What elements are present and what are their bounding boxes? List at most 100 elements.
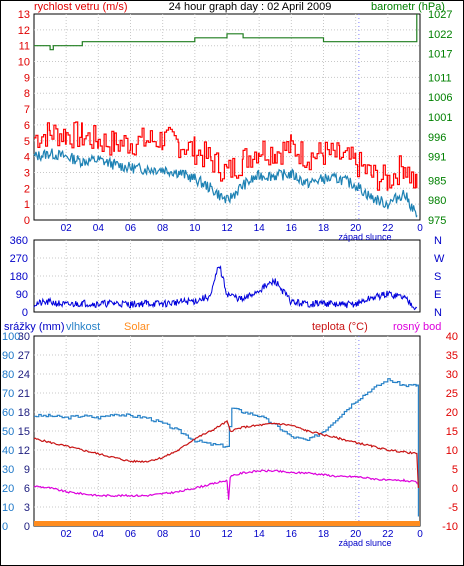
baro-tick-label: 1011: [428, 72, 452, 84]
baro-axis-title: barometr (hPa): [371, 1, 445, 13]
wind-tick-label: 0: [24, 215, 30, 227]
legend-solar: Solar: [124, 321, 150, 333]
baro-tick-label: 1022: [428, 29, 452, 41]
temperature-tick-label: 0: [452, 483, 458, 495]
x-tick-label: 12: [221, 223, 233, 234]
humidity-tick-label: 80: [2, 369, 14, 381]
baro-tick-label: 1027: [428, 9, 452, 21]
humidity-tick-label: 20: [2, 483, 14, 495]
wind-tick-label: 7: [24, 104, 30, 116]
temperature-line: [33, 419, 419, 489]
sunset-label: západ slunce: [338, 232, 391, 242]
legend-temperature: teplota (°C): [312, 321, 368, 333]
baro-tick-label: 996: [428, 132, 446, 144]
x-tick-label: 06: [125, 529, 137, 540]
legend-rain: srážky (mm): [4, 321, 65, 333]
direction-tick-label: 360: [10, 235, 28, 247]
humidity-tick-label: 90: [2, 350, 14, 362]
compass-tick-label: N: [434, 307, 442, 319]
x-tick-label: 08: [157, 223, 169, 234]
x-tick-label: 10: [189, 529, 201, 540]
compass-tick-label: S: [434, 271, 441, 283]
x-tick-label: 14: [254, 223, 266, 234]
wind-gust-line: [34, 121, 418, 191]
humidity-tick-label: 70: [2, 388, 14, 400]
legend-dewpoint: rosný bod: [393, 321, 441, 333]
wind-tick-label: 1: [24, 199, 30, 211]
wind-tick-label: 5: [24, 136, 30, 148]
chart-title: 24 hour graph day : 02 April 2009: [169, 1, 332, 13]
wind-tick-label: 4: [24, 152, 30, 164]
temperature-tick-label: 40: [446, 331, 458, 343]
wind-tick-label: 11: [19, 41, 30, 53]
temperature-tick-label: 20: [446, 407, 458, 419]
x-tick-label: 16: [286, 529, 298, 540]
baro-tick-label: 980: [428, 195, 446, 207]
wind-direction-line: [33, 264, 418, 311]
x-tick-label: 10: [189, 223, 201, 234]
compass-tick-label: W: [434, 253, 445, 265]
temperature-tick-label: 25: [446, 388, 458, 400]
rain-tick-label: 24: [18, 369, 30, 381]
humidity-tick-label: 50: [2, 426, 14, 438]
x-tick-label: 20: [350, 529, 362, 540]
x-tick-label: 20: [350, 223, 362, 234]
direction-tick-label: 90: [16, 289, 28, 301]
rain-tick-label: 15: [18, 426, 30, 438]
x-tick-label: 04: [93, 529, 105, 540]
temperature-tick-label: 35: [446, 350, 458, 362]
wind-tick-label: 3: [24, 167, 30, 179]
x-tick-label: 18: [318, 223, 330, 234]
solar-bar: [34, 521, 420, 526]
x-tick-label: 14: [254, 529, 266, 540]
direction-tick-label: 270: [10, 253, 28, 265]
x-tick-label: 12: [221, 529, 233, 540]
series-layer: [33, 14, 420, 526]
temperature-tick-label: 5: [452, 464, 458, 476]
humidity-tick-label: 0: [2, 521, 8, 533]
wind-speed-line: [33, 148, 418, 218]
baro-tick-label: 975: [428, 215, 446, 227]
x-tick-label: 02: [61, 529, 73, 540]
baro-tick-label: 1006: [428, 92, 452, 104]
x-tick-label: 16: [286, 223, 298, 234]
rain-tick-label: 12: [18, 445, 30, 457]
x-tick-label: 02: [61, 223, 73, 234]
wind-tick-label: 6: [24, 120, 30, 132]
humidity-line: [34, 378, 419, 517]
wind-tick-label: 12: [18, 25, 30, 37]
humidity-tick-label: 60: [2, 407, 14, 419]
x-tick-label: 08: [157, 529, 169, 540]
rain-tick-label: 30: [18, 331, 30, 343]
rain-tick-label: 0: [24, 521, 30, 533]
humidity-tick-label: 40: [2, 445, 14, 457]
baro-tick-label: 1017: [428, 49, 452, 61]
temperature-tick-label: -10: [442, 521, 458, 533]
compass-tick-label: E: [434, 289, 441, 301]
rain-tick-label: 6: [24, 483, 30, 495]
temperature-tick-label: 10: [446, 445, 458, 457]
wind-tick-label: 9: [24, 72, 30, 84]
humidity-tick-label: 10: [2, 502, 14, 514]
rain-tick-label: 18: [18, 407, 30, 419]
x-tick-label: 18: [318, 529, 330, 540]
humidity-tick-label: 30: [2, 464, 14, 476]
temperature-tick-label: 15: [446, 426, 458, 438]
x-tick-label: 22: [382, 529, 394, 540]
humidity-tick-label: 100: [2, 331, 20, 343]
x-tick-label: 0: [417, 223, 423, 234]
wind-tick-label: 10: [18, 57, 30, 69]
grid-layer: [34, 14, 420, 526]
x-tick-label: 22: [382, 223, 394, 234]
temperature-tick-label: 30: [446, 369, 458, 381]
compass-tick-label: N: [434, 235, 442, 247]
sunset-label: západ slunce: [338, 538, 391, 548]
rain-tick-label: 27: [18, 350, 30, 362]
wind-axis-title: rychlost vetru (m/s): [34, 1, 128, 13]
direction-tick-label: 0: [22, 307, 28, 319]
baro-tick-label: 985: [428, 175, 446, 187]
